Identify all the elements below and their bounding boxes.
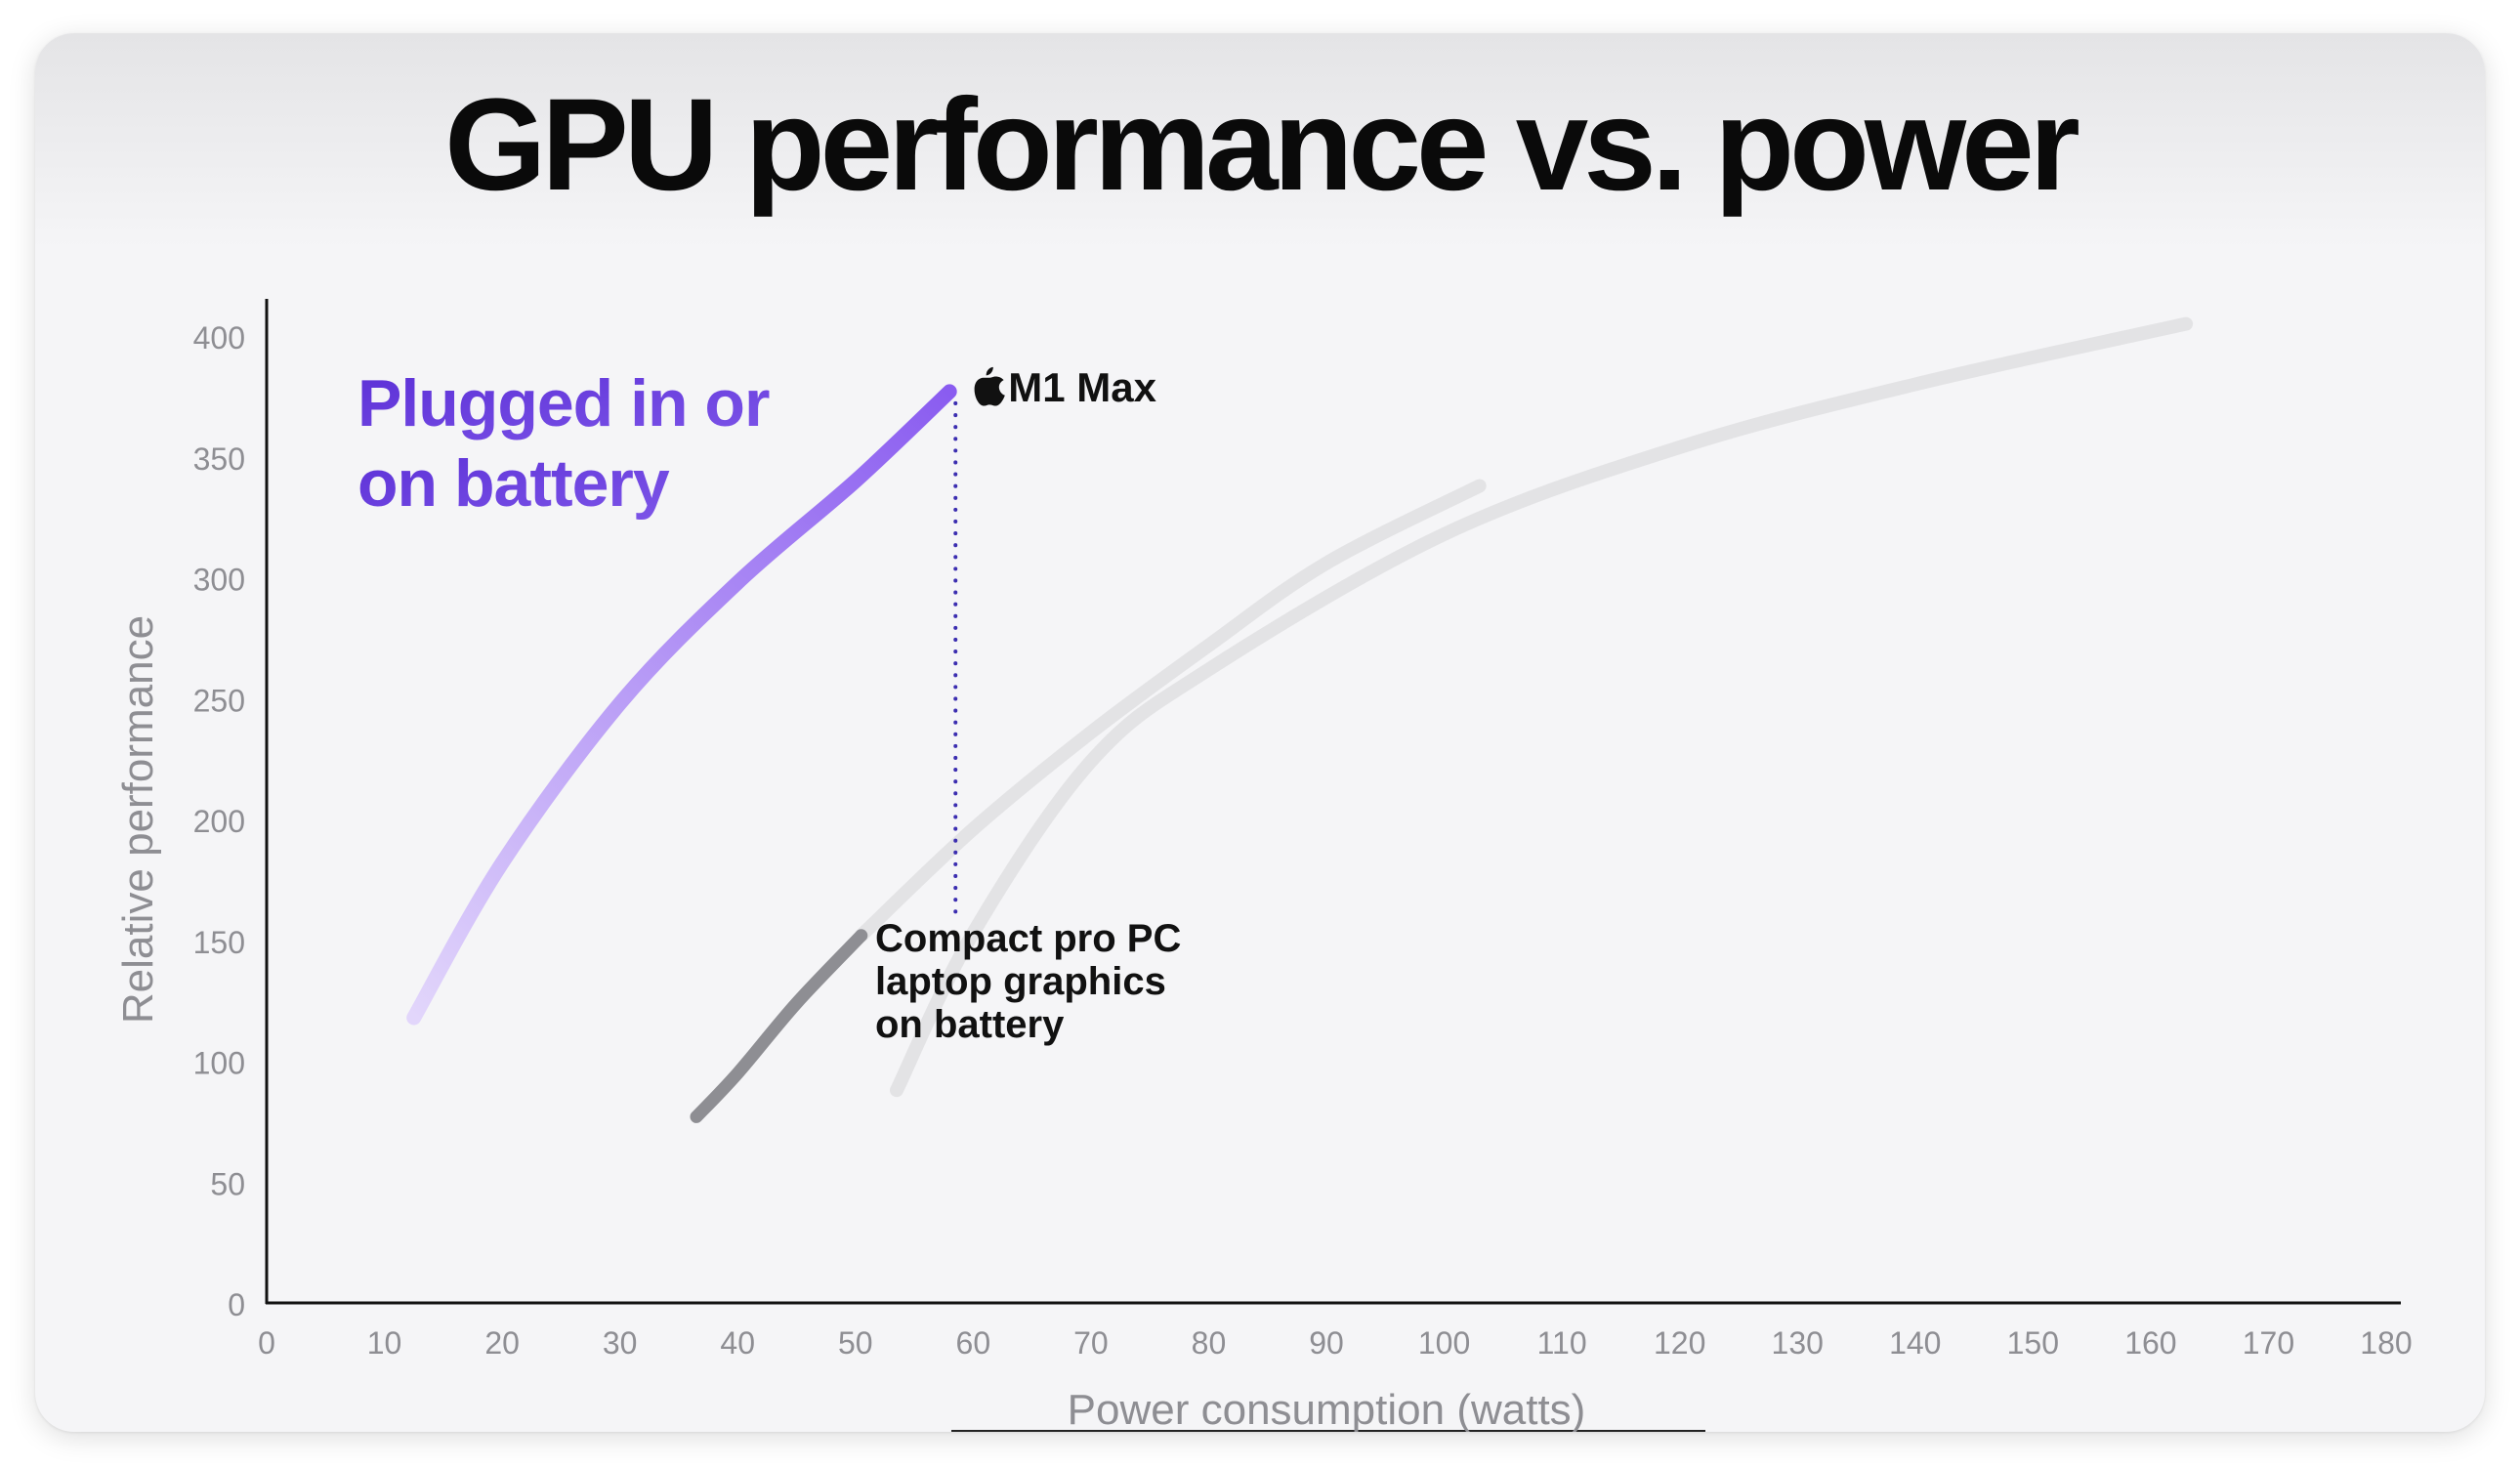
m1-max-curve xyxy=(406,384,957,1026)
x-tick-label: 10 xyxy=(367,1325,402,1361)
chart-title: GPU performance vs. power xyxy=(444,72,2080,218)
x-tick-label: 90 xyxy=(1309,1325,1344,1361)
y-tick-label: 150 xyxy=(193,925,245,960)
x-tick-label: 50 xyxy=(838,1325,873,1361)
x-tick-label: 110 xyxy=(1537,1325,1587,1361)
x-axis-label: Power consumption (watts) xyxy=(1068,1386,1586,1432)
x-tick-label: 170 xyxy=(2243,1325,2294,1361)
y-tick-label: 400 xyxy=(193,320,245,356)
x-tick-label: 80 xyxy=(1192,1325,1227,1361)
y-tick-label: 0 xyxy=(228,1287,245,1322)
pc-laptop-label-line: Compact pro PC xyxy=(875,917,1181,960)
plugged-in-label-line: Plugged in or xyxy=(357,366,770,440)
x-tick-label: 70 xyxy=(1073,1325,1109,1361)
x-tick-label: 30 xyxy=(603,1325,638,1361)
chart-card: GPU performance vs. power 0 50 100 150 200 25… xyxy=(35,33,2485,1432)
y-axis-label: Relative performance xyxy=(114,615,162,1024)
plugged-in-label: Plugged in or on battery xyxy=(357,366,771,521)
x-tick-label: 100 xyxy=(1418,1325,1470,1361)
y-tick-label: 250 xyxy=(193,683,245,718)
x-tick-label: 160 xyxy=(2124,1325,2176,1361)
y-tick-label: 200 xyxy=(193,804,245,839)
pc-laptop-label-line: on battery xyxy=(875,1003,1065,1046)
pc-laptop-label-line: laptop graphics xyxy=(875,960,1166,1003)
plugged-in-label-line: on battery xyxy=(357,446,670,521)
x-tick-label: 130 xyxy=(1772,1325,1824,1361)
x-tick-label: 40 xyxy=(720,1325,755,1361)
apple-logo-icon xyxy=(974,366,1005,406)
x-tick-label: 0 xyxy=(258,1325,275,1361)
x-tick-label: 150 xyxy=(2007,1325,2059,1361)
y-tick-label: 300 xyxy=(193,563,245,598)
x-tick-label: 180 xyxy=(2360,1325,2412,1361)
x-tick-label: 120 xyxy=(1654,1325,1705,1361)
x-tick-label: 140 xyxy=(1889,1325,1941,1361)
pc-laptop-label: Compact pro PC laptop graphics on batter… xyxy=(875,917,1181,1046)
pc-laptop-plugged-curve-1 xyxy=(854,479,1487,943)
x-tick-label: 20 xyxy=(484,1325,520,1361)
chart-svg: 0 50 100 150 200 250 300 350 400 0 10 20 30 40 50 60 70… xyxy=(114,299,2413,1432)
y-tick-label: 50 xyxy=(210,1166,245,1201)
y-tick-label: 100 xyxy=(193,1046,245,1081)
x-tick-labels: 0 10 20 30 40 50 60 70 80 90 100 110 120 130 140 150 160… xyxy=(258,1325,2413,1361)
m1-max-label: M1 Max xyxy=(1008,364,1156,410)
pc-laptop-battery-curve xyxy=(690,929,868,1123)
x-tick-label: 60 xyxy=(956,1325,991,1361)
y-tick-label: 350 xyxy=(193,441,245,477)
pc-laptop-plugged-curve-2 xyxy=(890,316,2194,1098)
y-tick-labels: 0 50 100 150 200 250 300 350 400 xyxy=(193,320,245,1322)
series-layer xyxy=(406,316,2194,1123)
